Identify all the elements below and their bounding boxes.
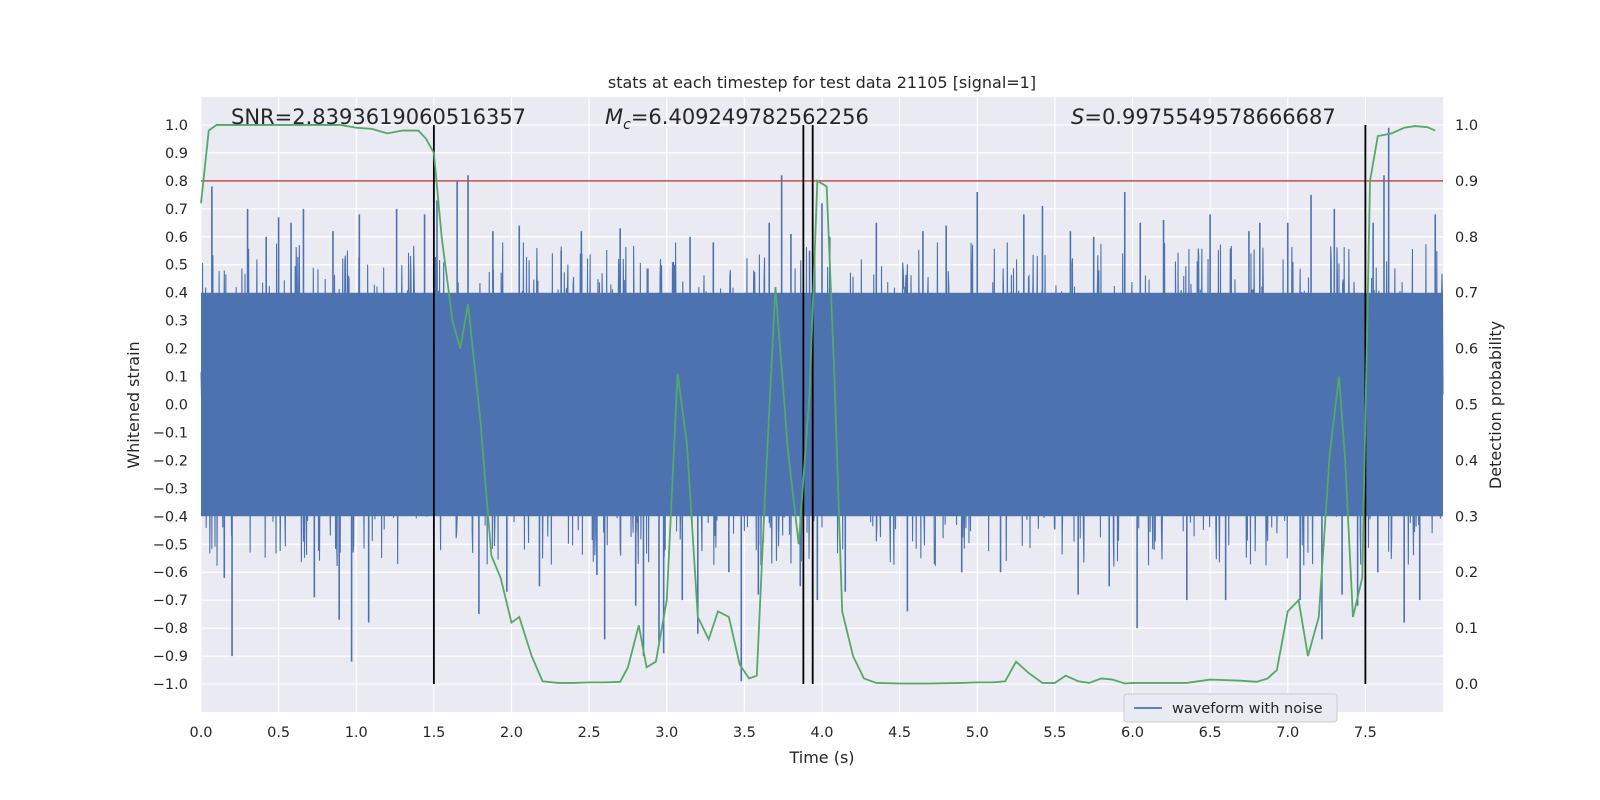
y2-tick-label: 0.6 [1455,342,1478,358]
y-tick-label: −0.4 [153,509,188,525]
y-tick-label: −0.6 [153,565,188,581]
score-value: =0.9975549578666687 [1084,105,1335,129]
y2-tick-label: 0.5 [1455,398,1478,414]
x-tick-label: 0.0 [189,725,212,741]
x-tick-label: 4.5 [888,725,911,741]
legend-label: waveform with noise [1172,701,1323,717]
y2-tick-label: 0.7 [1455,286,1478,302]
y-tick-label: 0.0 [165,398,188,414]
probability-line [200,124,1436,685]
y-tick-label: 0.2 [165,342,188,358]
score-annotation: S=0.9975549578666687 [1071,105,1336,129]
x-tick-label: 5.0 [966,725,989,741]
y-tick-label: 0.8 [165,174,188,190]
x-tick-label: 1.5 [422,725,445,741]
y-tick-label: −0.2 [153,453,188,469]
y2-tick-label: 0.2 [1455,565,1478,581]
chirp-mass-value: =6.409249782562256 [631,105,869,129]
y2-tick-label: 0.4 [1455,453,1478,469]
y2-tick-label: 0.0 [1455,677,1478,693]
x-tick-label: 3.5 [733,725,756,741]
y-tick-label: 0.1 [165,370,188,386]
probability-series [200,124,1436,685]
y-tick-label: −0.7 [153,593,188,609]
waveform-series [200,127,1444,682]
y2-axis-label: Detection probability [1486,321,1505,489]
x-tick-label: 6.0 [1121,725,1144,741]
y-tick-label: −0.8 [153,621,188,637]
y-tick-label: 0.4 [165,286,188,302]
y-tick-label: −0.3 [153,481,188,497]
chirp-mass-annotation: Mc=6.409249782562256 [605,105,869,133]
y-tick-label: −0.5 [153,537,188,553]
legend: waveform with noise [1123,693,1338,723]
x-tick-label: 7.0 [1276,725,1299,741]
y2-tick-label: 0.9 [1455,174,1478,190]
y-tick-label: 0.3 [165,314,188,330]
y-tick-label: 0.7 [165,202,188,218]
y-tick-label: 0.5 [165,258,188,274]
y-tick-label: 0.6 [165,230,188,246]
x-tick-label: 6.5 [1199,725,1222,741]
waveform-line [200,242,1444,567]
y2-tick-label: 0.8 [1455,230,1478,246]
y-tick-label: 0.9 [165,146,188,162]
x-tick-label: 0.5 [267,725,290,741]
x-tick-label: 3.0 [655,725,678,741]
x-tick-label: 1.0 [345,725,368,741]
legend-box [1123,693,1338,723]
x-tick-label: 7.5 [1354,725,1377,741]
chirp-mass-subscript: c [623,117,631,133]
y-tick-label: −0.9 [153,649,188,665]
y2-tick-label: 0.3 [1455,509,1478,525]
y-tick-label: 1.0 [165,118,188,134]
x-tick-label: 5.5 [1043,725,1066,741]
y2-tick-label: 0.1 [1455,621,1478,637]
y-tick-label: −0.1 [153,425,188,441]
snr-annotation: SNR=2.8393619060516357 [231,105,526,129]
y-tick-label: −1.0 [153,677,188,693]
score-symbol: S [1071,105,1084,129]
x-tick-label: 2.0 [500,725,523,741]
chart-title: stats at each timestep for test data 211… [608,73,1036,92]
x-axis-label: Time (s) [788,748,854,767]
x-tick-label: 2.5 [578,725,601,741]
x-tick-label: 4.0 [810,725,833,741]
y-axis-label: Whitened strain [124,341,143,468]
chirp-mass-symbol: M [605,105,623,129]
tick-labels: 0.0 0.5 1.0 1.5 2.0 2.5 3.0 3.5 4.0 4.5 5.0 5.5 6.0 6… [153,118,1478,741]
y2-tick-label: 1.0 [1455,118,1478,134]
overlay-lines [201,124,1443,685]
